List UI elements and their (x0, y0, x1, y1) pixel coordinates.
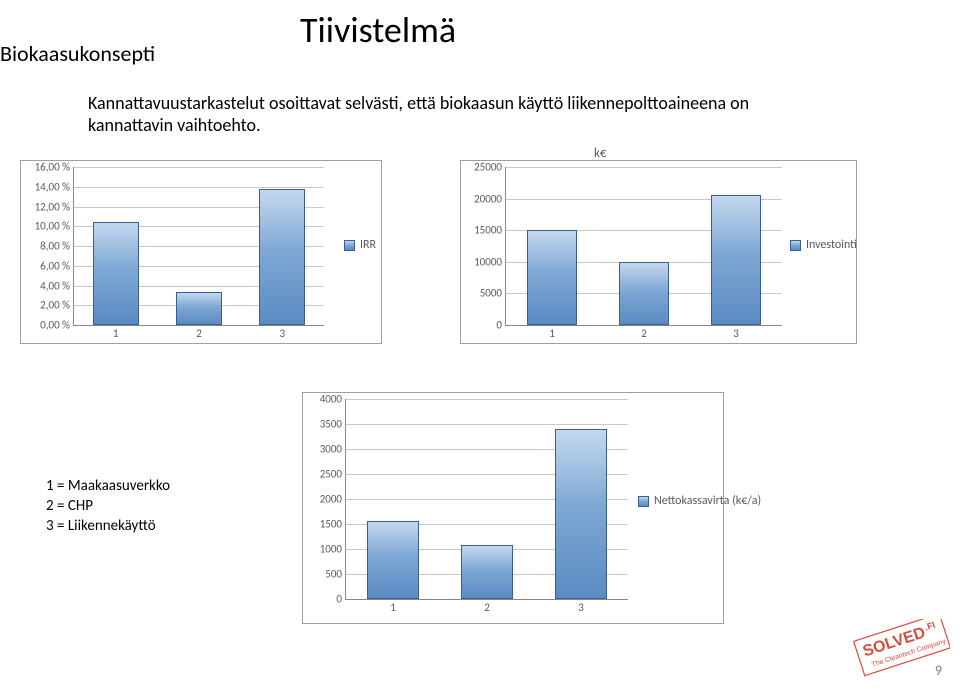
body-paragraph: Kannattavuustarkastelut osoittavat selvä… (88, 92, 808, 136)
y-tick-label: 1000 (320, 543, 346, 556)
x-tick-label: 2 (196, 325, 202, 340)
x-tick-label: 2 (641, 325, 647, 340)
y-tick-label: 10000 (474, 255, 506, 268)
y-tick-label: 3500 (320, 418, 346, 431)
page-number: 9 (935, 662, 942, 679)
chart-investointi: 0 5000 10000 15000 20000 25000 1 2 3 (460, 160, 857, 344)
bar (527, 230, 578, 325)
logo-solved: SOLVED .FI The Cleantech Company (840, 619, 950, 679)
logo-text: SOLVED (861, 624, 928, 660)
y-tick-label: 8,00 % (40, 240, 74, 253)
y-tick-label: 0 (496, 319, 506, 332)
y-tick-label: 6,00 % (40, 259, 74, 272)
chart-irr-legend: IRR (344, 238, 376, 252)
gridline (74, 187, 324, 188)
legend-key-line: 3 = Liikennekäyttö (46, 517, 170, 535)
y-tick-label: 1500 (320, 518, 346, 531)
x-tick-label: 2 (484, 599, 490, 614)
x-tick-label: 3 (578, 599, 584, 614)
chart-cashflow: 0 500 1000 1500 2000 2500 3000 3500 4000 1 2 3 (302, 392, 724, 624)
y-tick-label: 14,00 % (35, 180, 74, 193)
gridline (74, 167, 324, 168)
y-tick-label: 5000 (480, 287, 506, 300)
y-tick-label: 3000 (320, 443, 346, 456)
legend-label: Nettokassavirta (k€/a) (654, 494, 761, 508)
page-title: Tiivistelmä (300, 8, 456, 52)
legend-key-line: 2 = CHP (46, 497, 170, 515)
bar (93, 222, 139, 325)
y-tick-label: 2500 (320, 468, 346, 481)
y-tick-label: 10,00 % (35, 220, 74, 233)
chart-inv-legend: Investointi (790, 238, 857, 252)
y-tick-label: 2000 (320, 493, 346, 506)
y-tick-label: 15000 (474, 224, 506, 237)
logo-tld: .FI (923, 620, 936, 633)
bar (555, 429, 607, 599)
y-tick-label: 12,00 % (35, 200, 74, 213)
y-tick-label: 4,00 % (40, 279, 74, 292)
chart-inv-axis-title: k€ (594, 146, 607, 161)
y-tick-label: 25000 (474, 161, 506, 174)
legend-label: IRR (360, 238, 376, 252)
y-tick-label: 500 (325, 568, 346, 581)
bar (619, 262, 670, 325)
gridline (346, 399, 628, 400)
legend-swatch (344, 240, 355, 251)
legend-swatch (790, 240, 801, 251)
gridline (506, 167, 782, 168)
y-tick-label: 4000 (320, 393, 346, 406)
bar (367, 521, 419, 599)
legend-key: 1 = Maakaasuverkko 2 = CHP 3 = Liikennekäy… (46, 477, 170, 537)
bar (176, 292, 222, 325)
x-tick-label: 1 (549, 325, 555, 340)
y-tick-label: 2,00 % (40, 299, 74, 312)
chart-inv-plot: 0500010000150002000025000123 (505, 167, 782, 326)
chart-cash-plot: 05001000150020002500300035004000123 (345, 399, 628, 600)
y-tick-label: 20000 (474, 192, 506, 205)
legend-key-line: 1 = Maakaasuverkko (46, 477, 170, 495)
section-heading: Biokaasukonsepti (0, 40, 155, 67)
y-tick-label: 0 (336, 593, 346, 606)
legend-swatch (638, 496, 649, 507)
x-tick-label: 1 (113, 325, 119, 340)
legend-label: Investointi (806, 238, 857, 252)
bar (461, 545, 513, 599)
chart-irr: 0,00 % 2,00 % 4,00 % 6,00 % 8,00 % 10,00 % 12,… (20, 160, 382, 344)
chart-irr-plot: 0,00 %2,00 %4,00 %6,00 %8,00 %10,00 %12,… (73, 167, 324, 326)
y-tick-label: 0,00 % (40, 319, 74, 332)
bar (259, 189, 305, 325)
x-tick-label: 1 (390, 599, 396, 614)
x-tick-label: 3 (733, 325, 739, 340)
chart-cash-legend: Nettokassavirta (k€/a) (638, 494, 761, 508)
gridline (346, 424, 628, 425)
x-tick-label: 3 (280, 325, 286, 340)
y-tick-label: 16,00 % (35, 161, 74, 174)
bar (711, 195, 762, 325)
